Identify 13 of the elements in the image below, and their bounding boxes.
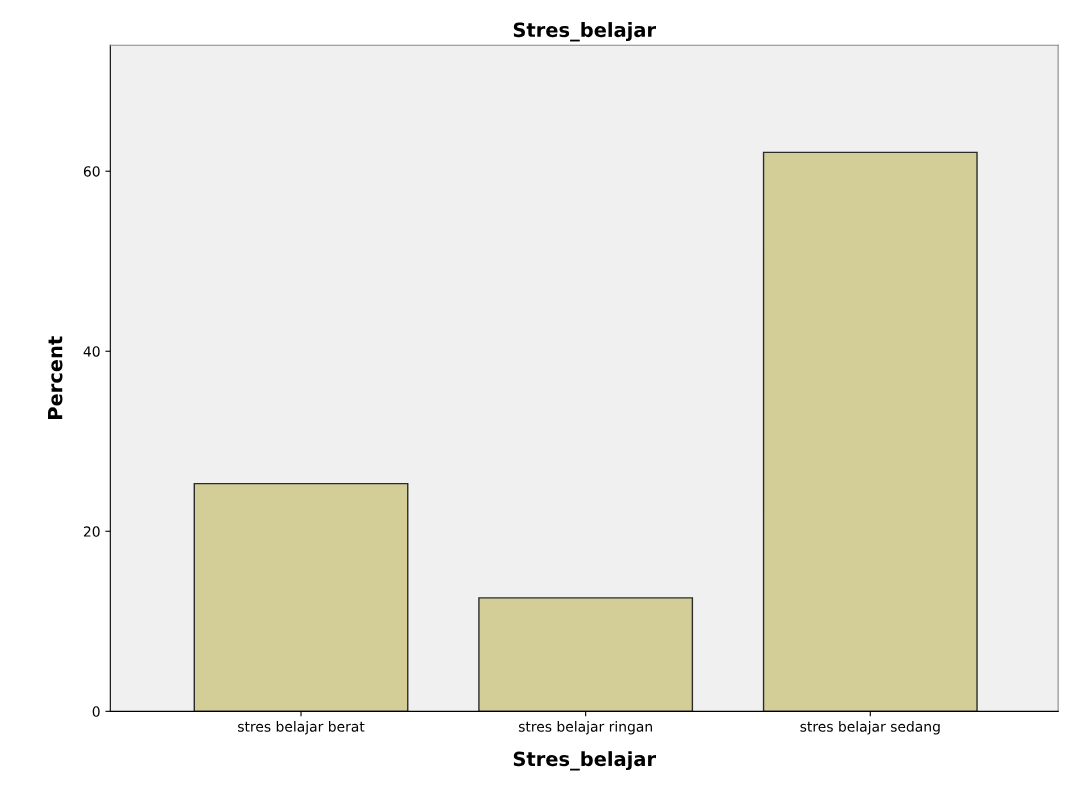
x-tick-label: stres belajar berat: [238, 721, 365, 735]
bar: [478, 597, 694, 712]
x-tick-label: stres belajar sedang: [800, 721, 940, 735]
bar: [193, 482, 409, 712]
x-axis-title: Stres_belajar: [513, 751, 656, 771]
y-axis-title: Percent: [48, 336, 63, 419]
y-tick-label: 40: [83, 346, 100, 357]
chart-title: Stres_belajar: [513, 22, 656, 42]
y-tick-label: 20: [83, 526, 100, 537]
x-tick-label: stres belajar ringan: [518, 721, 652, 735]
bar: [762, 151, 978, 712]
y-tick-label: 0: [92, 706, 100, 717]
y-tick-label: 60: [83, 166, 100, 177]
